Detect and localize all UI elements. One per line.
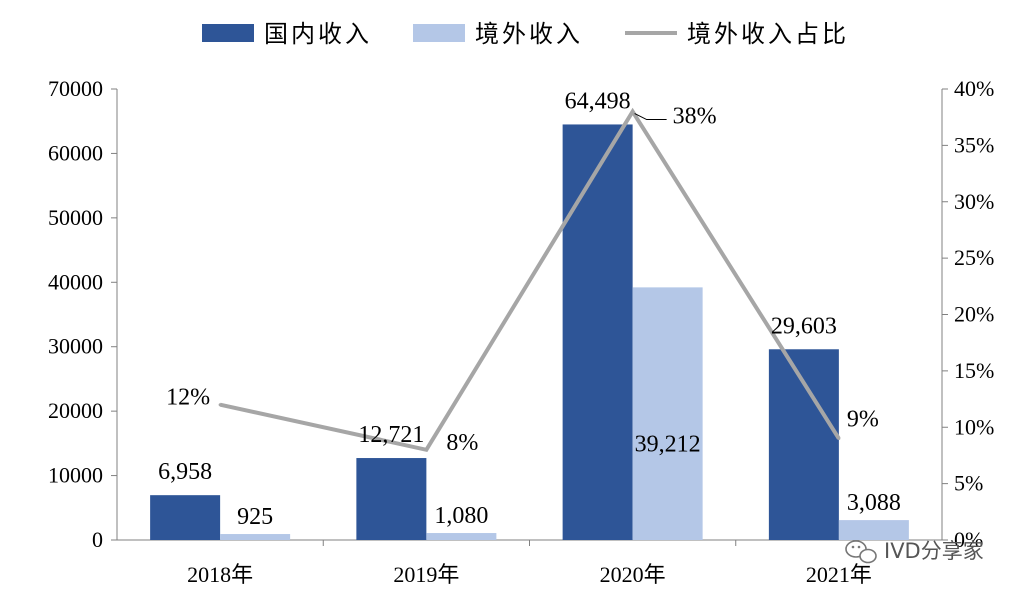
ratio-point bbox=[631, 110, 635, 114]
legend-label-overseas: 境外收入 bbox=[475, 20, 583, 48]
ratio-point bbox=[218, 403, 222, 407]
bar-overseas bbox=[426, 533, 497, 540]
y-right-tick-label: 40% bbox=[954, 76, 994, 101]
bar-overseas bbox=[632, 287, 703, 540]
data-label-overseas: 3,088 bbox=[847, 490, 901, 516]
y-right-tick-label: 10% bbox=[954, 414, 994, 439]
legend-swatch-overseas bbox=[413, 24, 465, 42]
y-right-tick-label: 25% bbox=[954, 245, 994, 270]
data-label-ratio: 9% bbox=[847, 407, 879, 433]
y-left-tick-label: 40000 bbox=[48, 269, 103, 294]
bar-overseas bbox=[220, 534, 291, 540]
bar-domestic bbox=[150, 495, 221, 540]
bar-domestic bbox=[562, 124, 633, 540]
legend: 国内收入 境外收入 境外收入占比 bbox=[202, 20, 849, 48]
ratio-point bbox=[837, 437, 841, 441]
data-label-overseas: 925 bbox=[237, 504, 273, 530]
y-left-tick-label: 60000 bbox=[48, 140, 103, 165]
x-tick-label: 2020年 bbox=[600, 562, 666, 587]
x-tick-label: 2018年 bbox=[187, 562, 253, 587]
y-left-tick-label: 20000 bbox=[48, 398, 103, 423]
y-right-tick-label: 30% bbox=[954, 189, 994, 214]
x-tick-label: 2021年 bbox=[806, 562, 872, 587]
x-tick-label: 2019年 bbox=[393, 562, 459, 587]
legend-label-domestic: 国内收入 bbox=[264, 20, 372, 48]
watermark: IVD分享家 bbox=[845, 539, 984, 564]
data-label-overseas: 39,212 bbox=[635, 432, 701, 458]
y-right-tick-label: 15% bbox=[954, 358, 994, 383]
data-label-domestic: 12,721 bbox=[358, 422, 424, 448]
legend-swatch-domestic bbox=[202, 24, 254, 42]
bar-overseas bbox=[838, 520, 909, 540]
ratio-line-layer bbox=[218, 107, 841, 453]
y-right-tick-label: 0% bbox=[954, 527, 983, 552]
bar-domestic bbox=[356, 458, 427, 540]
data-label-domestic: 29,603 bbox=[771, 313, 837, 339]
legend-label-ratio: 境外收入占比 bbox=[687, 20, 849, 48]
data-label-ratio: 8% bbox=[446, 430, 478, 456]
y-left-tick-label: 10000 bbox=[48, 463, 103, 488]
y-left-tick-label: 70000 bbox=[48, 76, 103, 101]
y-left-tick-label: 0 bbox=[92, 527, 103, 552]
data-label-overseas: 1,080 bbox=[434, 503, 488, 529]
data-label-ratio: 12% bbox=[166, 385, 210, 411]
data-label-domestic: 64,498 bbox=[565, 88, 631, 114]
axes: 0 10000 20000 30000 40000 50000 60000 70000 0% 5%… bbox=[48, 76, 994, 587]
y-left-tick-label: 30000 bbox=[48, 334, 103, 359]
wechat-icon bbox=[845, 540, 877, 564]
data-label-domestic: 6,958 bbox=[158, 459, 212, 485]
ratio-point bbox=[424, 448, 428, 452]
y-right-tick-label: 35% bbox=[954, 132, 994, 157]
data-labels: 6,958 925 12,721 1,080 64,498 39,212 29,603 3,0… bbox=[158, 88, 901, 530]
data-label-ratio: 38% bbox=[673, 104, 717, 130]
watermark-text: IVD分享家 bbox=[884, 539, 984, 563]
y-right-tick-label: 20% bbox=[954, 302, 994, 327]
y-right-tick-label: 5% bbox=[954, 471, 983, 496]
y-left-tick-label: 50000 bbox=[48, 205, 103, 230]
bar-domestic bbox=[768, 349, 839, 540]
ratio-label-leader bbox=[634, 113, 667, 121]
ratio-line bbox=[219, 107, 841, 453]
